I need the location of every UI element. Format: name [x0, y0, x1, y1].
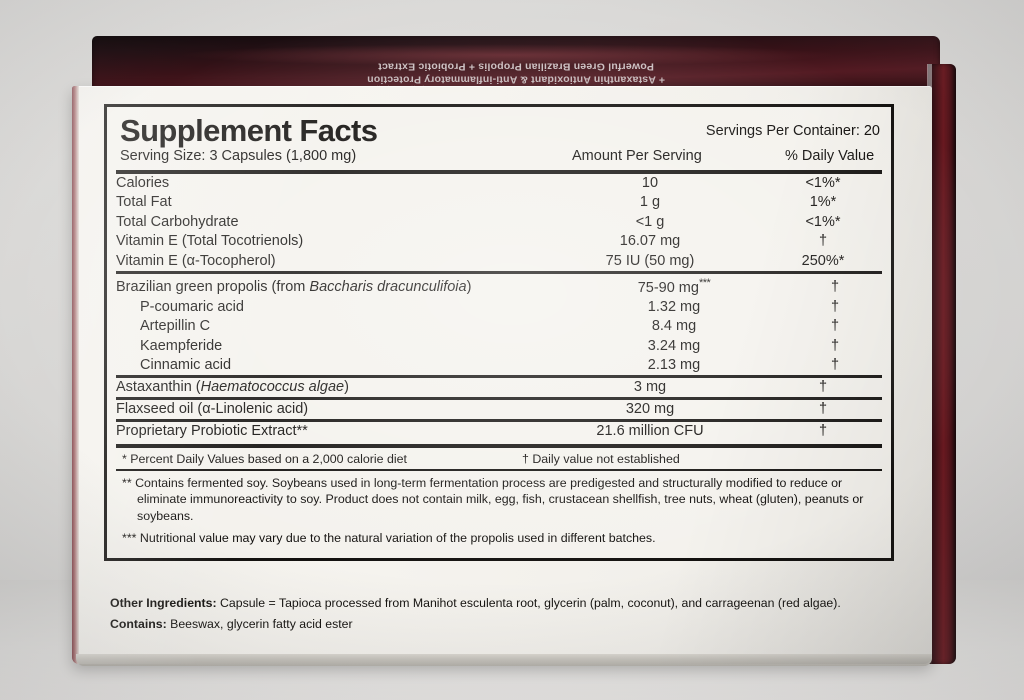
nutrient-name: Flaxseed oil (α-Linolenic acid)	[116, 400, 309, 417]
amount-footnote-marker: ***	[698, 276, 711, 289]
supplement-facts-panel: Supplement Facts Servings Per Container:…	[104, 104, 894, 561]
nutrient-amount: 320 mg	[625, 400, 675, 417]
rule-group-divider-2	[116, 397, 882, 400]
nutrient-daily-value: <1%*	[805, 175, 841, 191]
nutrient-row: Vitamin E (α-Tocopherol) 75 IU (50 mg) 250…	[116, 252, 882, 271]
nutrient-row: Brazilian green propolis (from Baccharis…	[116, 274, 882, 298]
rule-group-divider-0	[116, 271, 882, 274]
servings-per-container: Servings Per Container: 20	[705, 123, 880, 139]
footnote-dagger: † Daily value not established	[522, 452, 680, 467]
footnote-star: * Percent Daily Values based on a 2,000 …	[122, 452, 407, 467]
nutrient-name: Cinnamic acid	[140, 356, 232, 373]
nutrient-amount: 75 IU (50 mg)	[605, 252, 695, 269]
nutrient-name-latin: Baccharis dracunculifoia	[309, 279, 467, 296]
nutrient-name: Vitamin E (α-Tocopherol)	[116, 252, 276, 269]
carton-tagline-line1: Powerful Green Brazilian Propolis + Prob…	[378, 59, 654, 72]
nutrient-row: Astaxanthin (Haematococcus algae) 3 mg †	[116, 378, 882, 397]
nutrient-row: Artepillin C 8.4 mg †	[116, 317, 882, 336]
rule-under-header	[116, 170, 882, 174]
nutrient-daily-value: †	[830, 298, 840, 315]
nutrient-row: Kaempferide 3.24 mg †	[116, 337, 882, 356]
footnote-row-primary: * Percent Daily Values based on a 2,000 …	[116, 448, 882, 469]
nutrient-name: Vitamin E (Total Tocotrienols)	[116, 233, 304, 250]
nutrient-amount: 16.07 mg	[619, 233, 681, 250]
carton-top-bevel: Green Brazilian Propolis • Astaxanthin •…	[92, 36, 940, 92]
nutrient-amount: 21.6 million CFU	[596, 422, 704, 439]
nutrient-daily-value: <1%*	[805, 213, 841, 230]
nutrient-group-1: Brazilian green propolis (from Baccharis…	[116, 274, 882, 376]
nutrient-amount: 10	[641, 175, 659, 191]
nutrient-amount: 1 g	[639, 194, 661, 211]
nutrient-row: P-coumaric acid 1.32 mg †	[116, 298, 882, 317]
other-ingredients-value: Capsule = Tapioca processed from Manihot…	[216, 596, 841, 610]
nutrient-row: Calories 10 <1%*	[116, 174, 882, 193]
nutrient-group-2: Astaxanthin (Haematococcus algae) 3 mg †	[116, 378, 882, 397]
nutrient-daily-value: †	[830, 279, 840, 296]
other-ingredients-block: Other Ingredients: Capsule = Tapioca pro…	[110, 594, 910, 636]
nutrient-name: Calories	[116, 175, 170, 191]
other-ingredients-line: Other Ingredients: Capsule = Tapioca pro…	[110, 594, 910, 612]
nutrient-row: Vitamin E (Total Tocotrienols) 16.07 mg †	[116, 232, 882, 251]
nutrient-amount: 75-90 mg***	[637, 276, 711, 296]
nutrient-row: Total Fat 1 g 1%*	[116, 193, 882, 212]
footnote-triple-star: *** Nutritional value may vary due to th…	[122, 531, 656, 546]
nutrient-row: Total Carbohydrate <1 g <1%*	[116, 213, 882, 232]
nutrient-daily-value: †	[818, 400, 828, 417]
panel-header-row: Supplement Facts Servings Per Container:…	[116, 114, 882, 146]
nutrient-amount: 2.13 mg	[647, 356, 701, 373]
contains-label: Contains:	[110, 617, 167, 631]
contains-value: Beeswax, glycerin fatty acid ester	[166, 617, 353, 631]
nutrient-amount: 3.24 mg	[647, 337, 701, 354]
nutrient-group-3: Flaxseed oil (α-Linolenic acid) 320 mg †	[116, 400, 882, 419]
rule-footnote-divider	[116, 469, 882, 471]
column-header-amount: Amount Per Serving	[572, 148, 702, 164]
nutrient-amount: 1.32 mg	[647, 298, 701, 315]
carton-right-edge	[928, 64, 956, 664]
nutrient-name-latin: Haematococcus algae	[200, 378, 345, 395]
nutrient-daily-value: 250%*	[801, 252, 845, 269]
nutrient-group-0: Calories 10 <1%* Total Fat 1 g 1%* Total Carbo…	[116, 174, 882, 271]
nutrient-amount: <1 g	[635, 213, 665, 230]
nutrient-amount: 8.4 mg	[651, 318, 697, 335]
supplement-carton: Green Brazilian Propolis • Astaxanthin •…	[72, 36, 956, 666]
column-header-daily-value: % Daily Value	[785, 148, 875, 164]
nutrient-row: Flaxseed oil (α-Linolenic acid) 320 mg †	[116, 400, 882, 419]
nutrient-amount: 3 mg	[633, 378, 667, 395]
rule-group-divider-3	[116, 419, 882, 422]
nutrient-daily-value: †	[818, 233, 828, 250]
nutrient-name: Total Fat	[116, 194, 172, 211]
nutrient-row: Proprietary Probiotic Extract** 21.6 mill…	[116, 422, 882, 441]
contains-line: Contains: Beeswax, glycerin fatty acid e…	[110, 615, 910, 633]
footnote-block: ** Contains fermented soy. Soybeans used…	[116, 471, 882, 547]
serving-size: Serving Size: 3 Capsules (1,800 mg)	[120, 148, 357, 164]
nutrient-name: Brazilian green propolis (from Baccharis…	[116, 279, 472, 296]
rule-group-divider-1	[116, 375, 882, 378]
nutrient-name: Proprietary Probiotic Extract**	[116, 422, 308, 439]
carton-bottom-edge	[76, 654, 932, 666]
nutrient-group-4: Proprietary Probiotic Extract** 21.6 mill…	[116, 422, 882, 441]
nutrient-groups: Calories 10 <1%* Total Fat 1 g 1%* Total Carbo…	[116, 174, 882, 441]
nutrient-daily-value: 1%*	[809, 194, 837, 211]
carton-tagline-line2: + Astaxanthin Antioxidant & Anti-inflamm…	[367, 72, 665, 85]
nutrient-daily-value: †	[830, 318, 840, 335]
nutrient-name: Artepillin C	[140, 318, 211, 335]
panel-title: Supplement Facts	[120, 113, 378, 148]
nutrient-name: Total Carbohydrate	[116, 213, 239, 230]
panel-subheader-row: Serving Size: 3 Capsules (1,800 mg) Amou…	[120, 148, 882, 167]
nutrient-daily-value: †	[830, 356, 840, 373]
nutrient-name: Astaxanthin (Haematococcus algae)	[116, 378, 349, 395]
nutrient-name: Kaempferide	[140, 337, 223, 354]
carton-left-edge	[72, 86, 79, 664]
nutrient-name: P-coumaric acid	[140, 298, 244, 315]
rule-above-footnotes	[116, 444, 882, 449]
footnote-double-star: ** Contains fermented soy. Soybeans used…	[122, 475, 864, 523]
other-ingredients-label: Other Ingredients:	[110, 596, 217, 610]
nutrient-daily-value: †	[818, 422, 828, 439]
nutrient-daily-value: †	[818, 378, 828, 395]
nutrient-daily-value: †	[830, 337, 840, 354]
nutrient-row: Cinnamic acid 2.13 mg †	[116, 356, 882, 375]
